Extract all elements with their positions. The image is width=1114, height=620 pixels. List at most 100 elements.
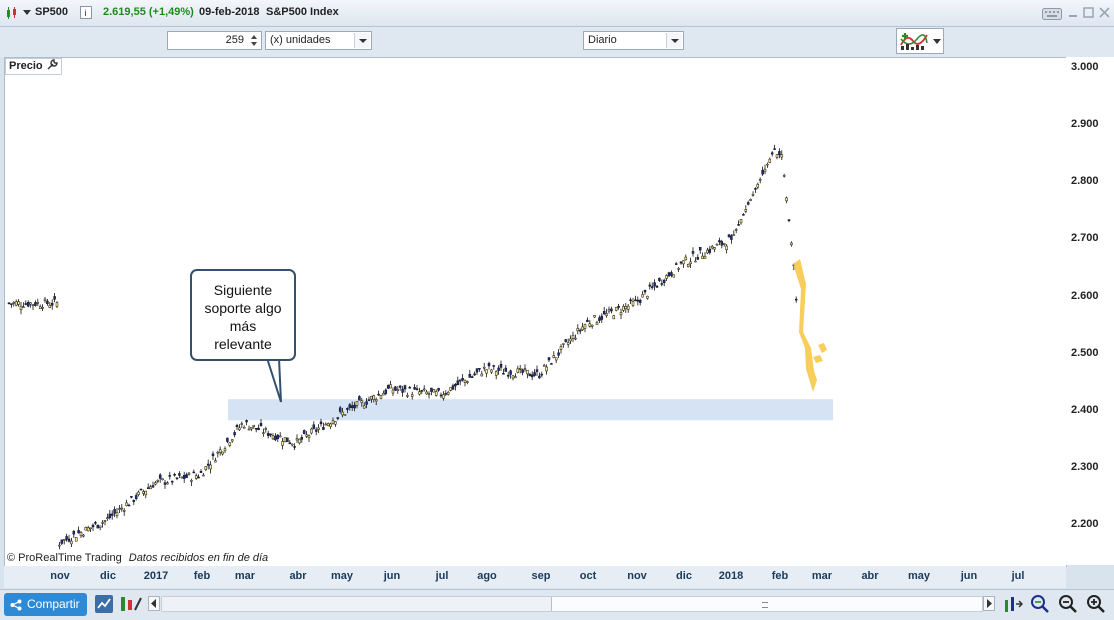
- symbol-label[interactable]: SP500: [35, 6, 69, 18]
- candle-body: [53, 296, 56, 300]
- candle-body: [497, 367, 500, 371]
- candle-body: [514, 376, 517, 379]
- candle-body: [288, 442, 292, 445]
- candle-body: [101, 522, 104, 524]
- scroll-left-icon[interactable]: [148, 596, 160, 611]
- bottom-toolbar: Compartir: [0, 589, 1114, 620]
- candle-body: [365, 401, 368, 405]
- info-icon[interactable]: i: [80, 6, 92, 19]
- callout-line-3: más: [229, 318, 257, 334]
- candle-body: [168, 475, 172, 477]
- candle-body: [326, 423, 330, 426]
- candle-body: [504, 367, 508, 372]
- candle-body: [394, 386, 397, 391]
- share-button[interactable]: Compartir: [4, 593, 87, 616]
- candle-body: [216, 451, 220, 454]
- candle-body: [58, 544, 61, 547]
- candle-body: [689, 261, 692, 264]
- chevron-down-icon[interactable]: [933, 39, 941, 45]
- candle-body: [454, 383, 457, 387]
- units-input[interactable]: 259: [167, 31, 262, 50]
- scroll-right-icon[interactable]: [983, 596, 995, 611]
- candle-body: [437, 388, 440, 391]
- candlestick-icon[interactable]: [5, 6, 19, 20]
- candle-body: [257, 427, 260, 430]
- candle-body: [209, 464, 212, 470]
- candle-body: [41, 307, 44, 309]
- price-chart[interactable]: Siguiente soporte algo más relevante Pre…: [4, 57, 1067, 567]
- candle-body: [602, 311, 606, 315]
- candle-body: [266, 433, 270, 436]
- candle-body: [684, 256, 688, 261]
- candle-body: [624, 306, 628, 309]
- candle-body: [202, 474, 205, 477]
- zoom-fit-icon[interactable]: [1030, 594, 1050, 614]
- candle-body: [494, 371, 498, 376]
- candle-body: [535, 369, 539, 372]
- candle-body: [658, 277, 661, 281]
- candle-body: [442, 394, 445, 399]
- candle-body: [698, 247, 702, 251]
- candle-body: [569, 338, 572, 342]
- maximize-icon[interactable]: [1083, 7, 1094, 18]
- fit-chart-icon[interactable]: [1003, 594, 1023, 614]
- stepper-icon[interactable]: [249, 33, 259, 48]
- candle-body: [538, 375, 541, 379]
- y-axis[interactable]: 3.000 2.900 2.800 2.700 2.600 2.500 2.400 2.300…: [1066, 57, 1114, 565]
- chevron-down-icon[interactable]: [666, 33, 682, 48]
- candle-body: [384, 389, 388, 394]
- title-bar: SP500 i 2.619,55 (+1,49%) 09-feb-2018 S&…: [0, 0, 1114, 27]
- candle-body: [583, 324, 587, 329]
- x-axis[interactable]: nov dic 2017 feb mar abr may jun jul ago sep oct nov…: [4, 566, 1066, 588]
- candle-body: [118, 508, 121, 510]
- candle-body: [180, 476, 184, 479]
- close-icon[interactable]: [1099, 7, 1110, 18]
- candle-body: [173, 473, 176, 476]
- candle-body: [103, 520, 107, 522]
- candle-body: [530, 374, 534, 378]
- candle-body: [252, 424, 256, 427]
- indicators-button[interactable]: [896, 28, 944, 54]
- candle-body: [156, 480, 160, 482]
- minimize-icon[interactable]: [1068, 8, 1078, 18]
- horizontal-scrollbar[interactable]: [161, 596, 983, 612]
- candle-body: [562, 343, 565, 345]
- candle-body: [247, 428, 251, 431]
- candle-body: [233, 432, 236, 436]
- candle-body: [413, 387, 416, 390]
- price-chart-canvas[interactable]: [5, 58, 1066, 566]
- panel-label[interactable]: Precio: [5, 58, 62, 75]
- candle-body: [96, 524, 100, 529]
- candle-body: [38, 306, 42, 309]
- candle-body: [324, 423, 328, 426]
- candle-body: [79, 531, 83, 537]
- candle-body: [557, 352, 560, 356]
- candle-body: [370, 396, 373, 400]
- candle-body: [533, 372, 536, 376]
- chevron-down-icon[interactable]: [354, 33, 370, 48]
- units-select[interactable]: (x) unidades: [265, 31, 372, 50]
- zoom-out-icon[interactable]: [1058, 594, 1078, 614]
- candle-body: [362, 405, 366, 409]
- candle-body: [336, 417, 340, 419]
- period-select[interactable]: Diario: [583, 31, 684, 50]
- candle-body: [34, 302, 37, 306]
- chart-settings-icon[interactable]: [94, 594, 114, 614]
- candle-body: [564, 339, 568, 342]
- wrench-icon[interactable]: [46, 59, 58, 71]
- candle-body: [98, 525, 102, 528]
- candle-body: [434, 391, 438, 396]
- y-tick-label: 2.300: [1071, 460, 1099, 473]
- zoom-in-icon[interactable]: [1086, 594, 1106, 614]
- keyboard-icon[interactable]: [1042, 8, 1062, 20]
- chevron-down-icon[interactable]: [23, 10, 31, 16]
- candle-body: [506, 375, 510, 377]
- drawing-tools-icon[interactable]: [119, 594, 143, 614]
- data-status: Datos recibidos en fin de día: [128, 552, 269, 564]
- x-tick-label: 2017: [143, 570, 169, 582]
- candle-body: [581, 326, 584, 331]
- panel-label-text: Precio: [9, 60, 43, 72]
- y-tick-label: 2.600: [1071, 289, 1099, 302]
- scrollbar-thumb[interactable]: [551, 597, 982, 611]
- candle-body: [62, 539, 66, 541]
